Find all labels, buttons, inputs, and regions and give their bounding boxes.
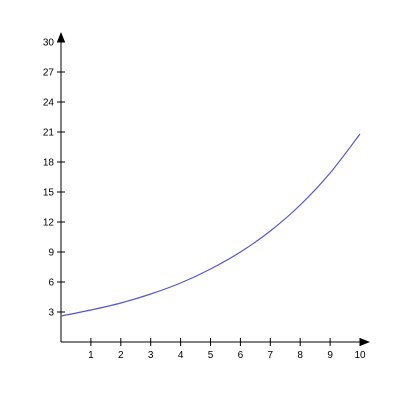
x-tick-label-4: 4 [178,350,184,361]
y-tick-label-3: 3 [48,308,54,319]
y-tick-label-30: 30 [43,38,55,49]
axes [57,32,370,346]
y-tick-label-9: 9 [48,248,54,259]
y-tick-label-18: 18 [43,158,55,169]
x-tick-label-1: 1 [88,350,94,361]
x-tick-label-10: 10 [354,350,366,361]
y-ticks: 3 6 9 12 15 18 21 24 27 30 [43,38,65,319]
series-line-0 [60,133,361,317]
x-tick-label-2: 2 [118,350,124,361]
y-tick-label-12: 12 [43,218,55,229]
x-tick-label-3: 3 [148,350,154,361]
y-tick-label-6: 6 [48,278,54,289]
x-tick-label-5: 5 [208,350,214,361]
y-tick-label-24: 24 [43,98,55,109]
x-tick-label-9: 9 [327,350,333,361]
y-tick-label-27: 27 [43,68,55,79]
x-axis-arrowhead [360,338,370,346]
y-axis-arrowhead [57,32,65,42]
x-tick-label-8: 8 [297,350,303,361]
x-ticks: 1 2 3 4 5 6 7 8 9 10 [88,338,366,361]
y-tick-label-21: 21 [43,128,55,139]
y-tick-label-15: 15 [43,188,55,199]
x-tick-label-7: 7 [268,350,274,361]
series-layer [60,133,361,317]
x-tick-label-6: 6 [238,350,244,361]
